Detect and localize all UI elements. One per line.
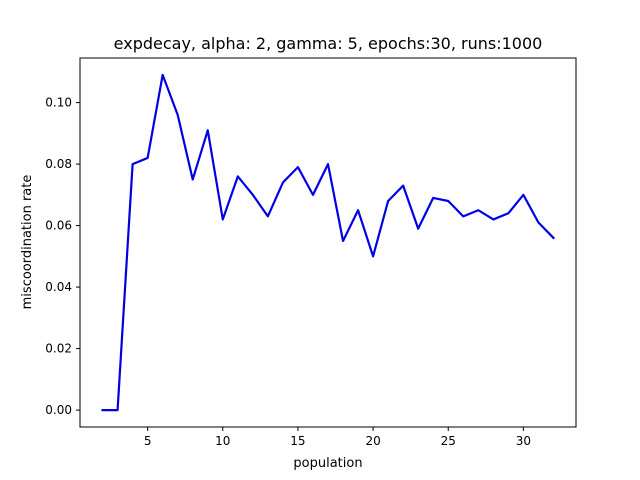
x-tick-label-4: 25 [441, 434, 456, 448]
x-tick-label-5: 30 [516, 434, 531, 448]
x-tick-label-3: 20 [365, 434, 380, 448]
x-tick-label-2: 15 [290, 434, 305, 448]
chart-title: expdecay, alpha: 2, gamma: 5, epochs:30,… [114, 34, 543, 53]
x-axis-label: population [293, 456, 362, 471]
y-tick-label-2: 0.04 [45, 280, 72, 294]
y-tick-label-4: 0.08 [45, 157, 72, 171]
x-tick-label-0: 5 [144, 434, 152, 448]
plot-area: 5 10 15 20 25 30 0.00 0.02 0.04 0.06 0.08 0.10 [45, 57, 577, 448]
axes-frame [79, 57, 577, 428]
series-line-0 [101, 73, 556, 412]
y-tick-label-0: 0.00 [45, 403, 72, 417]
x-tick-label-1: 10 [215, 434, 230, 448]
y-tick-label-1: 0.02 [45, 342, 72, 356]
y-tick-label-5: 0.10 [45, 96, 72, 110]
y-axis-label: miscoordination rate [20, 175, 35, 310]
y-tick-label-3: 0.06 [45, 219, 72, 233]
